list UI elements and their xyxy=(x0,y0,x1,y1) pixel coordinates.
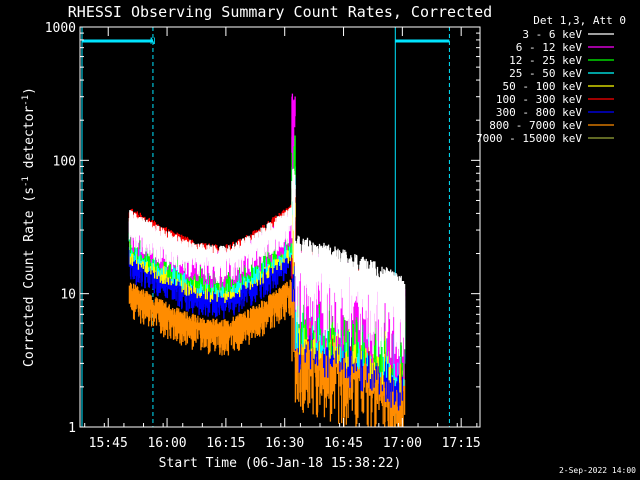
y-tick-label: 100 xyxy=(53,154,76,169)
y-axis-label-sup: -1 xyxy=(21,176,31,187)
legend-entry-label: 50 - 100 keV xyxy=(503,80,583,93)
y-tick-label: 1 xyxy=(68,421,76,436)
x-tick-label: 16:00 xyxy=(147,436,186,451)
legend-entry-label: 3 - 6 keV xyxy=(522,28,582,41)
x-tick-label: 17:15 xyxy=(442,436,481,451)
legend-entry-label: 6 - 12 keV xyxy=(516,41,583,54)
legend-entry-label: 7000 - 15000 keV xyxy=(476,132,582,145)
legend-entry-label: 300 - 800 keV xyxy=(496,106,582,119)
plot-area xyxy=(81,27,450,427)
y-axis-label-part: detector xyxy=(22,106,37,177)
y-tick-label: 1000 xyxy=(45,21,76,36)
x-tick-label: 16:15 xyxy=(206,436,245,451)
legend-entry-label: 800 - 7000 keV xyxy=(489,119,582,132)
legend-entry-label: 25 - 50 keV xyxy=(509,67,582,80)
chart-title: RHESSI Observing Summary Count Rates, Co… xyxy=(68,3,492,21)
y-axis-label-part: Corrected Count Rate (s xyxy=(22,187,37,367)
flag-label: N xyxy=(150,37,155,47)
x-axis-label: Start Time (06-Jan-18 15:38:22) xyxy=(159,456,402,471)
y-axis-label: Corrected Count Rate (s-1 detector-1) xyxy=(21,87,37,367)
x-axis: 15:45 16:00 16:15 16:30 16:45 17:00 17:15 xyxy=(84,27,481,451)
x-tick-label: 15:45 xyxy=(89,436,128,451)
legend-entry-label: 12 - 25 keV xyxy=(509,54,582,67)
x-tick-label: 17:00 xyxy=(383,436,422,451)
x-tick-label: 16:30 xyxy=(265,436,304,451)
y-tick-label: 10 xyxy=(60,288,76,303)
plot-frame xyxy=(79,26,481,428)
y-axis-label-part: ) xyxy=(22,87,37,95)
legend-title: Det 1,3, Att 0 xyxy=(533,14,626,27)
y-axis-label-sup: -1 xyxy=(21,95,31,106)
x-tick-label: 16:45 xyxy=(324,436,363,451)
y-axis: 1 10 100 1000 xyxy=(45,21,480,436)
series-line xyxy=(128,168,406,359)
date-stamp: 2-Sep-2022 14:00 xyxy=(559,466,636,475)
legend-entry-label: 100 - 300 keV xyxy=(496,93,582,106)
